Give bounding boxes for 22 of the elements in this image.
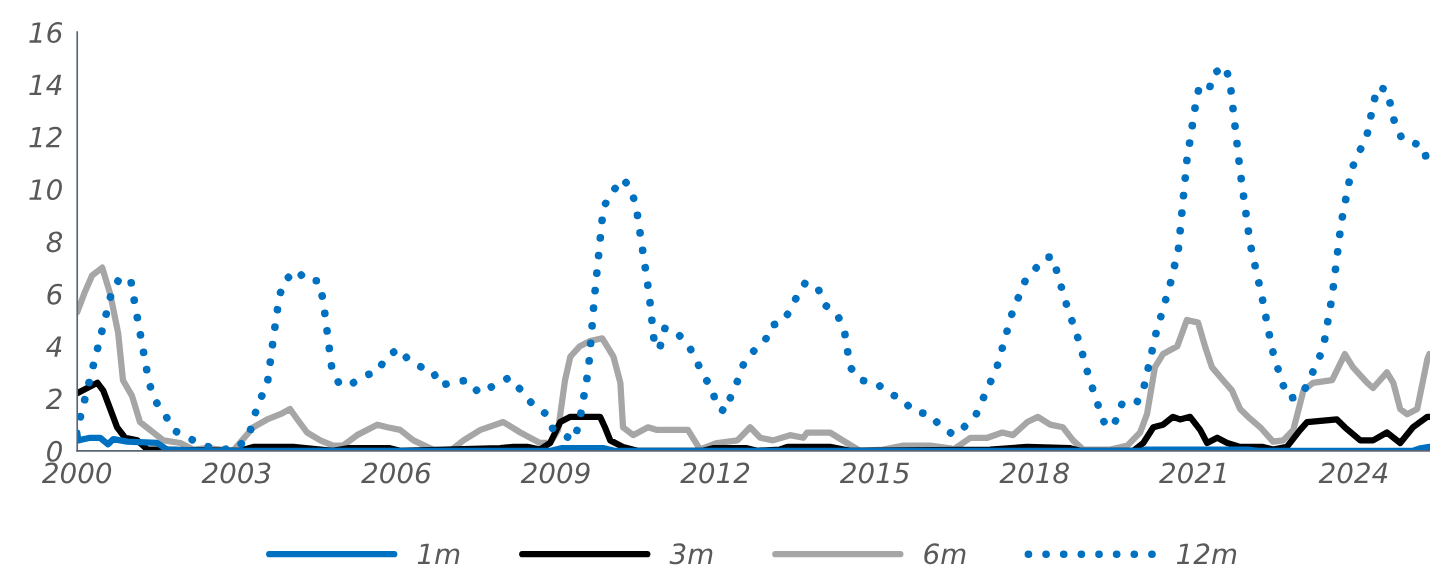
x-tick-label: 2003 — [201, 462, 271, 484]
y-tick-label: 0 — [47, 440, 62, 462]
y-tick-label: 16 — [29, 22, 63, 44]
legend-label: 3m — [669, 543, 713, 565]
x-tick-label: 2015 — [839, 462, 909, 484]
legend-label: 6m — [924, 543, 966, 565]
x-tick-label: 2012 — [680, 462, 750, 484]
x-tick-label: 2009 — [520, 462, 590, 484]
y-tick-label: 8 — [46, 231, 63, 253]
y-tick-label: 4 — [46, 336, 62, 357]
x-tick-label: 2024 — [1318, 462, 1388, 484]
y-tick-label: 14 — [29, 74, 62, 96]
y-tick-label: 6 — [47, 283, 63, 305]
y-tick-label: 12 — [29, 126, 62, 148]
y-tick-label: 2 — [45, 388, 62, 410]
legend-label: 1m — [417, 543, 460, 564]
x-tick-label: 2018 — [999, 462, 1069, 484]
x-tick-label: 2006 — [361, 462, 431, 484]
y-tick-label: 10 — [29, 179, 62, 201]
x-tick-label: 2021 — [1159, 462, 1226, 484]
legend-label: 12m — [1176, 543, 1237, 564]
x-tick-label: 2000 — [41, 462, 112, 484]
